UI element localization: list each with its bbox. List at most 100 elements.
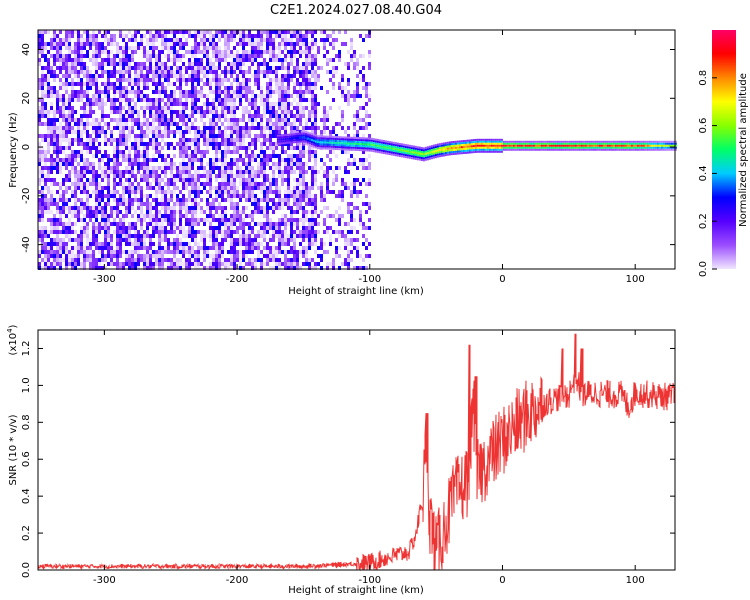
noise-cell: [119, 78, 122, 82]
noise-cell: [281, 158, 284, 162]
noise-cell: [161, 178, 164, 182]
noise-cell: [77, 182, 80, 186]
noise-cell: [95, 130, 98, 134]
noise-cell: [239, 158, 242, 162]
noise-cell: [125, 254, 128, 258]
noise-cell: [233, 90, 236, 94]
noise-cell: [266, 262, 269, 266]
signal-cell: [386, 152, 389, 155]
signal-cell: [376, 140, 379, 143]
noise-cell: [179, 42, 182, 46]
noise-cell: [53, 162, 56, 166]
noise-cell: [182, 118, 185, 122]
signal-cell: [332, 137, 335, 140]
noise-cell: [296, 230, 299, 234]
noise-cell: [296, 234, 299, 238]
noise-cell: [167, 54, 170, 58]
noise-cell: [131, 86, 134, 90]
noise-cell: [284, 126, 287, 130]
noise-cell: [47, 206, 50, 210]
noise-cell: [308, 194, 311, 198]
noise-cell: [56, 222, 59, 226]
noise-cell: [206, 94, 209, 98]
noise-cell: [293, 186, 296, 190]
noise-cell: [80, 90, 83, 94]
noise-cell: [245, 110, 248, 114]
noise-cell: [119, 106, 122, 110]
noise-cell: [299, 198, 302, 202]
signal-cell: [318, 137, 321, 140]
noise-cell: [242, 42, 245, 46]
signal-cell: [372, 142, 375, 145]
noise-cell: [362, 126, 365, 130]
noise-cell: [47, 90, 50, 94]
noise-cell: [368, 166, 371, 170]
noise-cell: [98, 202, 101, 206]
noise-cell: [134, 118, 137, 122]
noise-cell: [290, 42, 293, 46]
noise-cell: [74, 82, 77, 86]
noise-cell: [113, 42, 116, 46]
noise-cell: [188, 218, 191, 222]
noise-cell: [185, 118, 188, 122]
noise-cell: [83, 214, 86, 218]
noise-cell: [302, 126, 305, 130]
noise-cell: [284, 74, 287, 78]
noise-cell: [176, 250, 179, 254]
noise-cell: [182, 46, 185, 50]
noise-cell: [308, 202, 311, 206]
noise-cell: [107, 178, 110, 182]
noise-cell: [221, 110, 224, 114]
signal-cell: [326, 147, 329, 150]
noise-cell: [161, 70, 164, 74]
noise-cell: [89, 254, 92, 258]
noise-cell: [311, 42, 314, 46]
noise-cell: [257, 254, 260, 258]
noise-cell: [224, 238, 227, 242]
noise-cell: [98, 186, 101, 190]
noise-cell: [287, 38, 290, 42]
noise-cell: [71, 258, 74, 262]
noise-cell: [197, 46, 200, 50]
noise-cell: [317, 254, 320, 258]
noise-cell: [86, 34, 89, 38]
noise-cell: [137, 46, 140, 50]
signal-cell: [348, 146, 351, 149]
noise-cell: [257, 122, 260, 126]
noise-cell: [44, 198, 47, 202]
noise-cell: [260, 154, 263, 158]
noise-cell: [158, 218, 161, 222]
noise-cell: [182, 90, 185, 94]
noise-cell: [56, 94, 59, 98]
noise-cell: [176, 166, 179, 170]
noise-cell: [95, 102, 98, 106]
noise-cell: [317, 170, 320, 174]
noise-cell: [122, 90, 125, 94]
noise-cell: [293, 194, 296, 198]
signal-cell: [362, 145, 365, 148]
noise-cell: [149, 218, 152, 222]
noise-cell: [158, 50, 161, 54]
noise-cell: [191, 218, 194, 222]
noise-cell: [290, 218, 293, 222]
noise-cell: [116, 70, 119, 74]
noise-cell: [77, 206, 80, 210]
noise-cell: [134, 242, 137, 246]
noise-cell: [89, 34, 92, 38]
noise-cell: [296, 198, 299, 202]
noise-cell: [290, 234, 293, 238]
noise-cell: [41, 206, 44, 210]
noise-cell: [272, 174, 275, 178]
noise-cell: [266, 194, 269, 198]
noise-cell: [116, 42, 119, 46]
noise-cell: [44, 154, 47, 158]
noise-cell: [206, 234, 209, 238]
noise-cell: [263, 174, 266, 178]
signal-cell: [306, 137, 309, 140]
noise-cell: [260, 250, 263, 254]
noise-cell: [143, 118, 146, 122]
noise-cell: [188, 66, 191, 70]
noise-cell: [194, 42, 197, 46]
noise-cell: [155, 186, 158, 190]
noise-cell: [239, 118, 242, 122]
